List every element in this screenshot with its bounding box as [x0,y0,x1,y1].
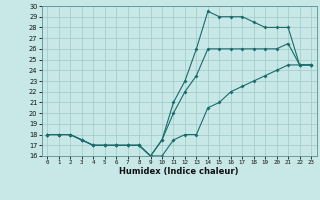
X-axis label: Humidex (Indice chaleur): Humidex (Indice chaleur) [119,167,239,176]
